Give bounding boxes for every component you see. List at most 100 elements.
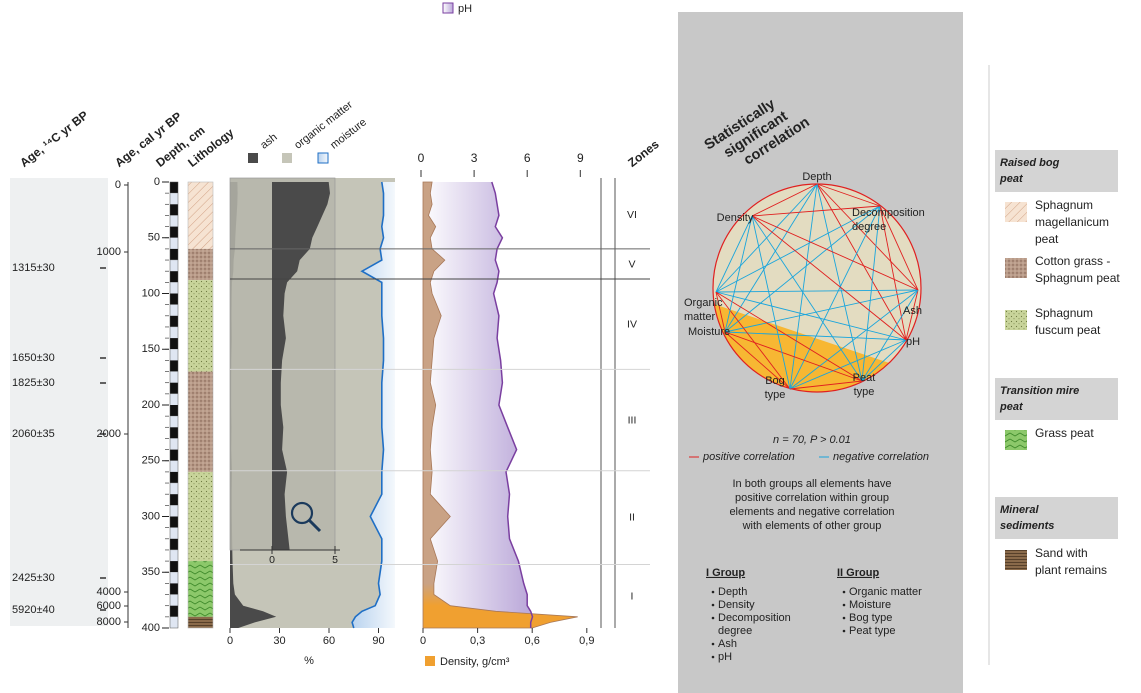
positive-label: positive correlation [702,451,795,463]
loss-legend-swatch [248,153,258,163]
lithology-layer [188,182,213,249]
bullet [711,655,715,659]
node-label: Moisture [688,326,730,338]
stats: n = 70, P > 0.01 [773,434,851,446]
depth-label: 400 [142,622,160,634]
depth-ruler [169,181,179,629]
age-cal-label: 1000 [97,246,121,258]
ph-tick-label: 6 [524,151,531,165]
legend-item: Sphagnum [1035,198,1093,212]
node-label: Organic [684,297,723,309]
group-item: Decomposition [718,612,791,624]
correlation-edge [789,339,907,390]
node-label: Depth [802,171,831,183]
note-line: elements and negative correlation [729,506,894,518]
depth-label: 100 [142,287,160,299]
loss-legend-swatch [317,152,329,164]
correlation-edge [879,205,907,341]
depth-label: 300 [142,510,160,522]
correlation-edge [724,331,791,390]
inset-tick-label: 0 [269,554,275,566]
node-label: type [854,386,875,398]
node-label: Ash [903,305,922,317]
depth-label: 350 [142,566,160,578]
note-line: In both groups all elements have [733,478,892,490]
magnifier [290,501,314,525]
legend-heading: Transition mire [1000,385,1079,397]
group-item: degree [718,625,752,637]
zone-label: VI [627,209,637,221]
zone-label: IV [627,319,637,331]
correlation-edge [724,215,753,333]
lithology-layer [188,561,213,617]
loss-legend-group: organic matter [292,99,355,152]
legend-swatch [1005,550,1027,570]
legend-item: peat [1035,232,1059,246]
correlation-edge [715,291,791,390]
lithology-layer [188,280,213,372]
negative-label: negative correlation [833,451,929,463]
depth-label: 250 [142,455,160,467]
correlation-edge [861,205,881,382]
correlation-edge [715,291,726,333]
node-label: Bog [765,375,785,387]
correlation-edge [789,205,881,390]
group-item: Peat type [849,625,895,637]
correlation-edge [715,291,863,382]
group-item: Depth [718,586,747,598]
loss-legend-label: organic matter [292,99,355,152]
loss-xlabel: % [304,655,314,667]
density-area [422,181,578,629]
zone-label: V [628,258,635,270]
legend-heading-bg [995,150,1118,192]
bullet [711,642,715,646]
bullet [711,603,715,607]
moisture-line [351,181,385,629]
density-tick-label: 0,9 [579,635,594,647]
age-cal-label: 6000 [97,600,121,612]
correlation-edge [751,215,791,390]
zone-label: I [631,591,634,603]
zone-label: II [629,511,635,523]
inset-ash-area [272,182,330,550]
group-item: Bog type [849,612,892,624]
correlation-edge [816,183,881,207]
node-label: type [765,389,786,401]
moisture-area [352,182,395,628]
group-item: Moisture [849,599,891,611]
age-cal-label: 2000 [97,428,121,440]
legend-item: Sphagnum [1035,306,1093,320]
correlation-edge [751,215,919,291]
legend-heading: peat [999,173,1024,185]
age-c14-label: 1315±30 [12,262,55,274]
node-label: matter [684,311,716,323]
group-item: Density [718,599,755,611]
ph-tick-label: 9 [577,151,584,165]
legend-item: plant remains [1035,563,1107,577]
header-group: Age, ¹⁴C yr BP [17,108,91,170]
density-tick-label: 0 [420,635,426,647]
age-c14-label: 1650±30 [12,352,55,364]
loss-tick-label: 0 [227,635,233,647]
age-band [10,178,108,626]
bullet [842,590,846,594]
bullet [842,616,846,620]
legend-item: Grass peat [1035,426,1094,440]
loss-tick-label: 30 [273,635,285,647]
loss-legend-label: ash [258,131,279,151]
bullet [842,629,846,633]
legend-item: Sphagnum peat [1035,271,1120,285]
group-item: pH [718,651,732,663]
age-c14-label: 2060±35 [12,428,55,440]
legend-heading: sediments [1000,520,1054,532]
bullet [711,590,715,594]
ph-swatch [442,2,454,14]
correlation-edge [861,339,907,382]
note-line: positive correlation within group [735,492,889,504]
correlation-edge [724,331,863,382]
ph-tick-label: 3 [471,151,478,165]
ph-line [491,181,534,628]
header: Age, cal yr BP [112,109,184,170]
legend-heading-bg [995,497,1118,539]
